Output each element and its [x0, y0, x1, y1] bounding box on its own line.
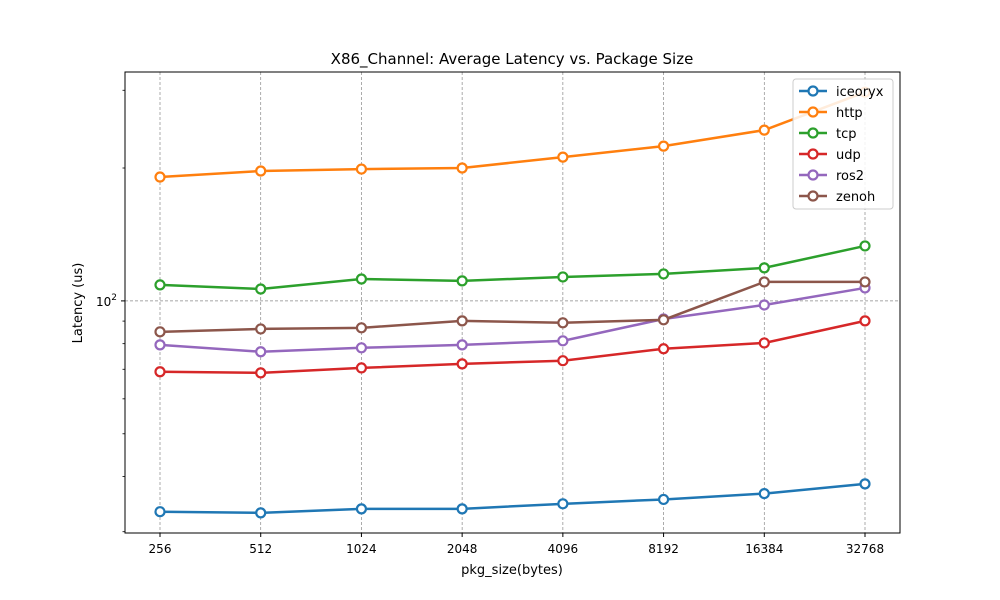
- series-udp: [154, 315, 871, 379]
- x-axis-label: pkg_size(bytes): [461, 563, 563, 578]
- legend-label: zenoh: [836, 190, 875, 205]
- data-point: [758, 276, 770, 288]
- data-point: [355, 362, 368, 374]
- x-tick-label: 2048: [447, 542, 478, 556]
- data-point: [657, 343, 670, 355]
- data-point: [154, 366, 166, 378]
- data-point: [355, 322, 368, 334]
- series-tcp: [154, 240, 871, 295]
- data-point: [255, 323, 267, 335]
- series-line: [159, 91, 866, 179]
- data-point: [255, 507, 267, 519]
- y-tick-label: 102: [96, 293, 117, 309]
- plot-frame: [124, 71, 901, 534]
- data-point: [456, 503, 468, 515]
- data-point: [557, 151, 569, 163]
- data-point: [657, 268, 670, 280]
- x-tick-label: 1024: [346, 542, 377, 556]
- x-tick-label: 256: [149, 542, 172, 556]
- legend-label: udp: [836, 148, 861, 163]
- series-zenoh: [154, 276, 871, 338]
- series-line: [159, 482, 866, 515]
- series-http: [154, 86, 871, 183]
- data-point: [154, 279, 166, 291]
- data-point: [859, 276, 871, 288]
- data-point: [657, 314, 670, 326]
- legend-marker: [807, 106, 819, 118]
- data-point: [758, 337, 770, 349]
- series-line: [159, 319, 866, 375]
- legend-marker: [807, 85, 819, 97]
- data-point: [557, 355, 569, 367]
- series-line: [159, 286, 866, 354]
- data-point: [456, 275, 468, 287]
- data-point: [758, 262, 770, 274]
- legend-marker: [807, 148, 819, 160]
- legend-marker: [807, 169, 819, 181]
- data-point: [859, 240, 871, 252]
- data-point: [255, 367, 267, 379]
- legend: iceoryx http tcp udp ros2 zenoh: [792, 78, 894, 210]
- legend-label: http: [836, 106, 863, 121]
- data-point: [255, 283, 267, 295]
- data-point: [456, 315, 468, 327]
- data-point: [557, 271, 569, 283]
- data-point: [456, 339, 468, 351]
- legend-label: iceoryx: [836, 85, 884, 100]
- data-point: [557, 317, 569, 329]
- x-tick-label: 16384: [745, 542, 783, 556]
- x-tick-label: 4096: [548, 542, 579, 556]
- data-point: [355, 503, 368, 515]
- data-point: [758, 487, 770, 500]
- series-iceoryx: [154, 478, 871, 519]
- data-point: [154, 506, 166, 518]
- data-point: [557, 335, 569, 347]
- data-point: [657, 140, 670, 152]
- series-line: [159, 244, 866, 291]
- data-point: [456, 162, 468, 174]
- data-point: [255, 165, 267, 177]
- legend-label: ros2: [836, 169, 864, 184]
- y-axis-label: Latency (us): [71, 263, 86, 344]
- data-point: [355, 273, 368, 285]
- data-point: [355, 163, 368, 175]
- data-point: [557, 498, 569, 510]
- data-point: [154, 339, 166, 351]
- data-point: [859, 315, 871, 327]
- x-tick-label: 512: [249, 542, 272, 556]
- data-point: [758, 299, 770, 311]
- x-tick-label: 32768: [846, 542, 884, 556]
- x-tick-label: 8192: [648, 542, 679, 556]
- data-point: [758, 124, 770, 136]
- series-layer: [154, 86, 871, 519]
- legend-marker: [807, 190, 819, 202]
- axis-ticks: 256 512 1024 2048 4096 8192 16384 32768 102: [96, 89, 884, 556]
- data-point: [456, 358, 468, 370]
- data-point: [154, 171, 166, 183]
- data-point: [154, 326, 166, 338]
- legend-marker: [807, 127, 819, 139]
- data-point: [657, 493, 670, 506]
- data-point: [859, 478, 871, 490]
- legend-label: tcp: [836, 127, 857, 142]
- data-point: [255, 346, 267, 358]
- series-line: [159, 280, 865, 334]
- chart-title: X86_Channel: Average Latency vs. Package…: [331, 50, 694, 69]
- data-point: [355, 342, 368, 354]
